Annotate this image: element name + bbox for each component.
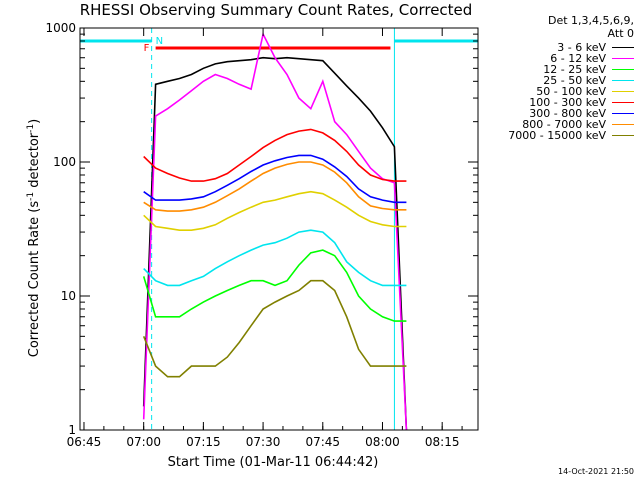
night-flag-label: N [156,36,163,47]
y-tick-label-3: 1000 [45,21,76,35]
y-axis-label-sup1: -1 [25,191,36,201]
legend-header-2: Att 0 [607,27,634,40]
legend-label: 7000 - 15000 keV [508,129,606,142]
x-tick-label-6: 08:15 [425,435,460,449]
legend-entry-5: 100 - 300 keV [480,97,634,108]
legend-header-1: Det 1,3,4,5,6,9, [547,14,634,27]
legend-label: 300 - 800 keV [529,107,606,120]
x-tick-label-3: 07:30 [246,435,281,449]
y-axis-label-end: ) [27,118,43,124]
legend-swatch [612,47,634,48]
legend-label: 100 - 300 keV [529,96,606,109]
legend-label: 800 - 7000 keV [522,118,606,131]
x-tick-label-1: 07:00 [126,435,161,449]
x-tick-label-0: 06:45 [67,435,102,449]
y-tick-label-0: 1 [68,423,76,437]
plot-area [80,28,478,430]
legend-label: 25 - 50 keV [543,74,606,87]
series-layer [142,31,408,431]
legend-rows: 3 - 6 keV 6 - 12 keV 12 - 25 keV 25 - 50 ke… [480,42,634,141]
legend-swatch [612,80,634,81]
timestamp: 14-Oct-2021 21:50 [558,467,634,476]
flare-flag-label: F [144,43,150,54]
legend-swatch [612,58,634,59]
series-line-2 [142,249,407,322]
series-line-3 [143,229,407,287]
y-axis-label: Corrected Count Rate (s-1 detector-1) [26,119,42,357]
axes-frame [79,27,479,431]
y-tick-label-2: 100 [53,155,76,169]
legend-swatch [612,102,634,103]
x-axis-label: Start Time (01-Mar-11 06:44:42) [167,455,379,470]
y-axis-label-sup2: -1 [25,123,36,133]
legend-swatch [612,135,634,136]
legend-swatch [612,91,634,92]
y-axis-label-main: Corrected Count Rate (s [27,200,43,358]
x-tick-label-2: 07:15 [186,435,221,449]
legend-entry-7: 800 - 7000 keV [480,119,634,130]
series-line-6 [143,154,407,204]
chart-title: RHESSI Observing Summary Count Rates, Co… [79,1,473,19]
legend-label: 3 - 6 keV [557,41,606,54]
legend: Det 1,3,4,5,6,9, Att 0 3 - 6 keV 6 - 12 k… [480,14,634,141]
legend-entry-3: 25 - 50 keV [480,75,634,86]
x-tick-label-5: 08:00 [365,435,400,449]
series-line-4 [143,190,407,231]
legend-label: 6 - 12 keV [550,52,606,65]
x-tick-label-4: 07:45 [305,435,340,449]
series-line-1 [142,31,408,431]
legend-swatch [612,113,634,114]
series-line-7 [143,161,407,212]
legend-label: 50 - 100 keV [536,85,606,98]
legend-entry-4: 50 - 100 keV [480,86,634,97]
chart-background: NF [79,28,479,430]
y-axis-label-mid: detector [27,132,43,192]
axes-layer: 06:45 07:00 07:15 07:30 07:45 08:00 08:15 1 10 10… [45,21,479,449]
series-line-5 [143,128,407,182]
legend-entry-2: 12 - 25 keV [480,64,634,75]
legend-swatch [612,69,634,70]
series-line-8 [142,279,407,378]
legend-entry-8: 7000 - 15000 keV [480,130,634,141]
legend-entry-1: 6 - 12 keV [480,53,634,64]
legend-entry-0: 3 - 6 keV [480,42,634,53]
legend-entry-6: 300 - 800 keV [480,108,634,119]
legend-label: 12 - 25 keV [543,63,606,76]
y-tick-label-1: 10 [61,289,76,303]
legend-swatch [612,124,634,125]
